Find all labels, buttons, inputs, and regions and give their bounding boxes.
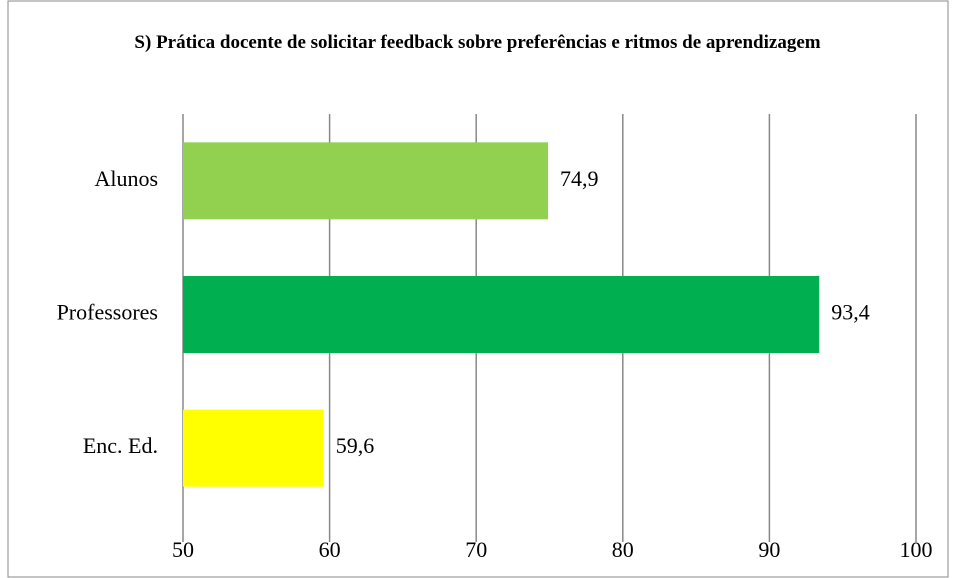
- bar: [183, 276, 820, 353]
- x-tick-label: 70: [465, 537, 487, 562]
- y-tick-label: Alunos: [94, 166, 158, 191]
- value-label: 74,9: [560, 166, 599, 191]
- bar: [183, 142, 549, 220]
- chart-title: S) Prática docente de solicitar feedback…: [134, 32, 821, 53]
- y-tick-label: Enc. Ed.: [83, 433, 158, 458]
- x-tick-label: 60: [319, 537, 341, 562]
- y-tick-label: Professores: [57, 300, 158, 325]
- x-tick-label: 50: [172, 537, 194, 562]
- value-label: 93,4: [831, 300, 870, 325]
- value-label: 59,6: [336, 433, 375, 458]
- x-tick-label: 100: [900, 537, 933, 562]
- bar: [183, 409, 324, 487]
- x-tick-label: 80: [612, 537, 634, 562]
- x-tick-label: 90: [758, 537, 780, 562]
